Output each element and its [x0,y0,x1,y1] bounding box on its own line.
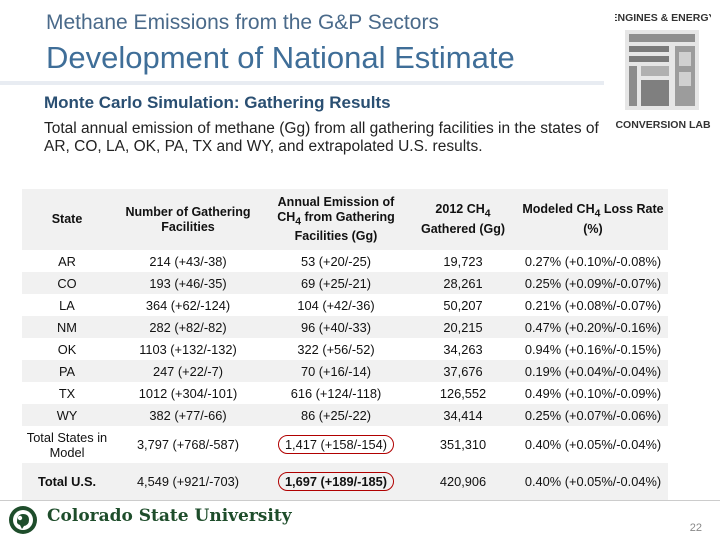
cell-emission: 616 (+124/-118) [290,385,382,401]
cell-facilities: 382 (+77/-66) [112,404,264,426]
logo-building-icon [625,30,699,110]
header-emission-line1: Annual Emission of [277,194,395,209]
header-loss-line1-post: Loss Rate [600,202,664,217]
header-state: State [22,189,112,250]
cell-gathered: 34,414 [408,404,518,426]
cell-gathered: 19,723 [443,253,483,269]
highlighted-emission: 1,697 (+189/-185) [277,472,395,491]
slide-title: Development of National Estimate [46,40,515,75]
header-loss-rate: Modeled CH4 Loss Rate (%) [518,189,668,250]
logo-line2: CONVERSION LAB [615,119,711,131]
cell-state: WY [22,404,112,426]
cell-gathered: 34,263 [443,341,483,357]
cell-gathered: 37,676 [408,360,518,382]
cell-state: LA [59,297,75,313]
csu-ram-seal-icon [9,506,37,534]
title-divider [0,81,604,85]
header-emission-line2-post: from Gathering [301,209,395,224]
header-emission-line2-sub: 4 [295,216,302,228]
cell-emission: 96 (+40/-33) [264,316,408,338]
cell-facilities: 193 (+46/-35) [112,272,264,294]
footer-divider [0,500,720,501]
cell-loss-rate: 0.40% (+0.05%/-0.04%) [524,437,662,452]
cell-loss-rate: 0.21% (+0.08%/-0.07%) [524,297,662,313]
slide-supertitle: Methane Emissions from the G&P Sectors [46,11,439,34]
highlighted-emission: 1,417 (+158/-154) [277,435,395,454]
header-loss-line1-pre: Modeled CH [522,202,595,217]
cell-emission: 86 (+25/-22) [264,404,408,426]
logo-line1: ENGINES & ENERGY [615,12,711,24]
cell-gathered: 420,906 [408,463,518,500]
cell-loss-rate: 0.25% (+0.09%/-0.07%) [518,272,668,294]
cell-facilities: 214 (+43/-38) [149,253,227,269]
cell-loss-rate: 0.47% (+0.20%/-0.16%) [518,316,668,338]
table-row: TX 1012 (+304/-101) 616 (+124/-118) 126,… [22,382,668,404]
cell-emission: 322 (+56/-52) [297,341,375,357]
cell-emission: 104 (+42/-36) [297,297,375,313]
table-row: WY 382 (+77/-66) 86 (+25/-22) 34,414 0.2… [22,404,668,426]
total-model-row: Total States in Model 3,797 (+768/-587) … [22,426,668,463]
cell-facilities: 364 (+62/-124) [145,297,231,313]
section-subtitle: Monte Carlo Simulation: Gathering Result… [44,93,391,112]
table-header-row: State Number of Gathering Facilities Ann… [22,189,668,250]
header-facilities: Number of Gathering Facilities [112,189,264,250]
table-row: LA 364 (+62/-124) 104 (+42/-36) 50,207 0… [22,294,668,316]
header-gathered: 2012 CH4 Gathered (Gg) [408,189,518,250]
cell-state: OK [57,341,77,357]
cell-facilities: 1012 (+304/-101) [138,385,238,401]
cell-facilities: 1103 (+132/-132) [139,341,237,357]
header-gathered-line2: Gathered (Gg) [420,221,506,236]
cell-loss-rate: 0.94% (+0.16%/-0.15%) [524,341,662,357]
cell-loss-rate: 0.19% (+0.04%/-0.04%) [518,360,668,382]
table-row: CO 193 (+46/-35) 69 (+25/-21) 28,261 0.2… [22,272,668,294]
cell-emission: 70 (+16/-14) [264,360,408,382]
cell-gathered: 126,552 [439,385,487,401]
cell-loss-rate: 0.49% (+0.10%/-0.09%) [524,385,662,401]
cell-facilities: 282 (+82/-82) [112,316,264,338]
university-name: Colorado State University [47,506,292,526]
cell-state: PA [22,360,112,382]
table-row: OK 1103 (+132/-132) 322 (+56/-52) 34,263… [22,338,668,360]
header-loss-line1-sub: 4 [594,208,601,220]
page-number: 22 [689,522,702,534]
header-emission-line2-pre: CH [277,209,296,224]
engines-energy-lab-logo: ENGINES & ENERGY CONVERSION LAB [615,12,711,131]
cell-state: Total States in Model [26,429,108,460]
table-row: NM 282 (+82/-82) 96 (+40/-33) 20,215 0.4… [22,316,668,338]
cell-gathered: 20,215 [408,316,518,338]
cell-loss-rate: 0.25% (+0.07%/-0.06%) [518,404,668,426]
cell-gathered: 351,310 [439,437,487,452]
cell-emission: 1,417 (+158/-154) [264,426,408,463]
cell-state: Total U.S. [22,463,112,500]
table-row: AR 214 (+43/-38) 53 (+20/-25) 19,723 0.2… [22,250,668,272]
cell-facilities: 3,797 (+768/-587) [136,437,240,452]
cell-emission: 53 (+20/-25) [300,253,372,269]
cell-loss-rate: 0.40% (+0.05%/-0.04%) [518,463,668,500]
cell-emission: 69 (+25/-21) [264,272,408,294]
cell-state: NM [22,316,112,338]
header-emission: Annual Emission of CH4 from Gathering Fa… [264,189,408,250]
cell-facilities: 4,549 (+921/-703) [112,463,264,500]
cell-loss-rate: 0.27% (+0.10%/-0.08%) [524,253,662,269]
table-row: PA 247 (+22/-7) 70 (+16/-14) 37,676 0.19… [22,360,668,382]
cell-gathered: 50,207 [443,297,483,313]
header-loss-line2: (%) [583,221,603,236]
cell-state: CO [22,272,112,294]
header-emission-line3: Facilities (Gg) [294,229,378,244]
header-gathered-line1-pre: 2012 CH [435,202,485,217]
total-us-row: Total U.S. 4,549 (+921/-703) 1,697 (+189… [22,463,668,500]
cell-state: TX [58,385,76,401]
cell-state: AR [58,253,76,269]
gathering-results-table: State Number of Gathering Facilities Ann… [22,189,668,500]
cell-facilities: 247 (+22/-7) [112,360,264,382]
cell-emission: 1,697 (+189/-185) [264,463,408,500]
description-text: Total annual emission of methane (Gg) fr… [44,120,599,155]
header-gathered-line1-sub: 4 [484,208,491,220]
cell-gathered: 28,261 [408,272,518,294]
